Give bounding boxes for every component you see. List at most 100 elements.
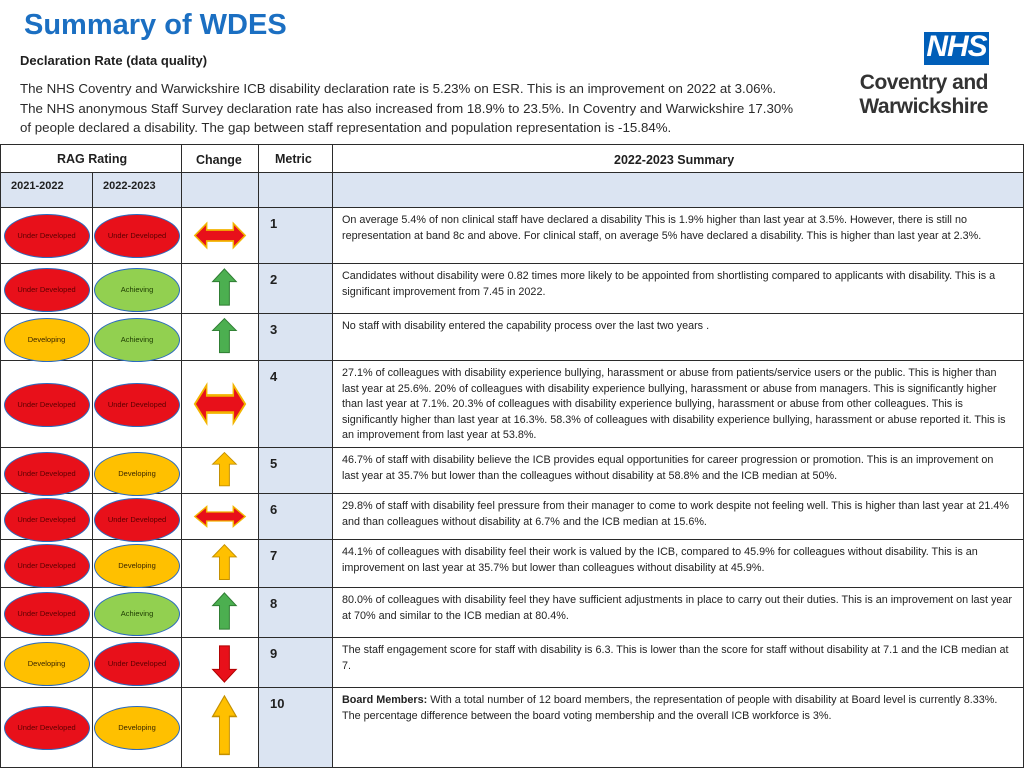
change-cell — [182, 540, 259, 588]
rag-badge-label: Under Developed — [107, 515, 167, 524]
rag-2021-cell: Developing — [0, 638, 93, 688]
rag-badge-label: Under Developed — [17, 515, 76, 524]
summary-cell: Board Members: With a total number of 12… — [333, 688, 1024, 768]
rag-badge-2021: Under Developed — [3, 268, 90, 312]
summary-cell: 29.8% of staff with disability feel pres… — [333, 494, 1024, 540]
summary-text: On average 5.4% of non clinical staff ha… — [342, 213, 1013, 244]
year-2-label: 2022-2023 — [103, 180, 156, 192]
metric-number: 2 — [270, 272, 278, 287]
subheader-year-1: 2021-2022 — [0, 173, 93, 208]
rag-2022-cell: Achieving — [93, 588, 182, 638]
summary-text: The staff engagement score for staff wit… — [342, 643, 1013, 674]
nhs-badge-text: NHS — [926, 30, 987, 63]
rag-2022-cell: Under Developed — [93, 494, 182, 542]
metric-cell: 5 — [259, 448, 333, 494]
rag-badge-2022: Under Developed — [94, 498, 180, 542]
change-cell — [182, 638, 259, 688]
year-1-label: 2021-2022 — [11, 180, 64, 192]
summary-cell: The staff engagement score for staff wit… — [333, 638, 1024, 688]
table-row: Under Developed Achieving 8 80.0% of collea… — [0, 588, 1024, 638]
rag-2021-cell: Under Developed — [0, 208, 93, 264]
rag-badge-label: Under Developed — [17, 723, 76, 732]
subheader-change-blank — [182, 173, 259, 208]
change-cell — [182, 314, 259, 361]
summary-body: No staff with disability entered the cap… — [342, 320, 710, 332]
summary-text: 80.0% of colleagues with disability feel… — [342, 593, 1013, 624]
rag-badge-2022: Under Developed — [94, 214, 180, 258]
metric-cell: 8 — [259, 588, 333, 638]
rag-2021-cell: Under Developed — [0, 588, 93, 638]
rag-badge-2021: Under Developed — [3, 544, 90, 588]
summary-text: 44.1% of colleagues with disability feel… — [342, 545, 1013, 576]
header-cell-summary: 2022-2023 Summary — [333, 144, 1024, 173]
table-row: Under Developed Developing 5 46.7% of staff… — [0, 448, 1024, 496]
change-cell — [182, 494, 259, 540]
table-row: Under Developed Achieving 2 Candidates with… — [0, 264, 1024, 314]
rag-badge-2021: Under Developed — [3, 592, 90, 636]
summary-body: Candidates without disability were 0.82 … — [342, 270, 996, 298]
intro-line: of people declared a disability. The gap… — [20, 120, 672, 135]
rag-2021-cell: Under Developed — [0, 494, 93, 542]
summary-cell: On average 5.4% of non clinical staff ha… — [333, 208, 1024, 264]
rag-badge-2021: Developing — [3, 318, 90, 362]
header-cell-metric: Metric — [259, 144, 333, 173]
rag-2022-cell: Under Developed — [93, 361, 182, 448]
summary-cell: 80.0% of colleagues with disability feel… — [333, 588, 1024, 638]
summary-body: 80.0% of colleagues with disability feel… — [342, 594, 1012, 622]
summary-cell: No staff with disability entered the cap… — [333, 314, 1024, 361]
summary-text: 46.7% of staff with disability believe t… — [342, 453, 1013, 484]
summary-text: Board Members: With a total number of 12… — [342, 693, 1013, 724]
metric-cell: 7 — [259, 540, 333, 588]
summary-body: On average 5.4% of non clinical staff ha… — [342, 214, 982, 242]
metric-cell: 2 — [259, 264, 333, 314]
change-cell — [182, 264, 259, 314]
intro-paragraph: The NHS Coventry and Warwickshire ICB di… — [20, 79, 860, 138]
rag-badge-label: Under Developed — [107, 400, 167, 409]
rag-badge-2021: Under Developed — [3, 383, 90, 427]
rag-2022-cell: Achieving — [93, 264, 182, 314]
summary-text: 29.8% of staff with disability feel pres… — [342, 499, 1013, 530]
metric-number: 8 — [270, 596, 278, 611]
metric-number: 5 — [270, 456, 278, 471]
rag-badge-2021: Under Developed — [3, 706, 90, 750]
table-row: Developing Under Developed 9 The staff enga… — [0, 638, 1024, 688]
change-cell — [182, 588, 259, 638]
summary-cell: 46.7% of staff with disability believe t… — [333, 448, 1024, 494]
rag-badge-label: Developing — [118, 723, 156, 732]
intro-line: The NHS Coventry and Warwickshire ICB di… — [20, 81, 777, 96]
rag-badge-label: Developing — [118, 561, 156, 570]
rag-2021-cell: Under Developed — [0, 448, 93, 496]
rag-badge-label: Achieving — [120, 285, 154, 294]
summary-cell: Candidates without disability were 0.82 … — [333, 264, 1024, 314]
header-summary: 2022-2023 Summary — [614, 153, 735, 167]
summary-body: With a total number of 12 board members,… — [342, 694, 998, 722]
metric-number: 3 — [270, 322, 278, 337]
rag-badge-2021: Under Developed — [3, 214, 90, 258]
metric-cell: 3 — [259, 314, 333, 361]
summary-body: 46.7% of staff with disability believe t… — [342, 454, 994, 482]
summary-cell: 44.1% of colleagues with disability feel… — [333, 540, 1024, 588]
change-cell — [182, 208, 259, 264]
rag-badge-label: Under Developed — [17, 285, 76, 294]
rag-badge-2022: Achieving — [94, 318, 180, 362]
rag-badge-label: Developing — [27, 659, 66, 668]
rag-badge-2022: Developing — [94, 544, 180, 588]
rag-badge-label: Under Developed — [17, 561, 76, 570]
header-metric: Metric — [275, 152, 312, 166]
page-title: Summary of WDES — [24, 9, 287, 41]
rag-badge-label: Developing — [27, 335, 66, 344]
nhs-badge — [924, 32, 989, 65]
table-row: Under Developed Under Developed 1 On averag… — [0, 208, 1024, 264]
nhs-logo: NHS Coventry and Warwickshire — [859, 28, 996, 120]
rag-2021-cell: Under Developed — [0, 361, 93, 448]
rag-badge-label: Achieving — [120, 609, 154, 618]
summary-body: 27.1% of colleagues with disability expe… — [342, 367, 1006, 441]
rag-badge-label: Developing — [118, 469, 156, 478]
summary-text: Candidates without disability were 0.82 … — [342, 269, 1013, 300]
rag-badge-2022: Under Developed — [94, 383, 180, 427]
rag-badge-2022: Under Developed — [94, 642, 180, 686]
metric-cell: 10 — [259, 688, 333, 768]
rag-badge-2021: Developing — [3, 642, 90, 686]
rag-badge-label: Under Developed — [17, 609, 76, 618]
rag-2022-cell: Under Developed — [93, 638, 182, 688]
